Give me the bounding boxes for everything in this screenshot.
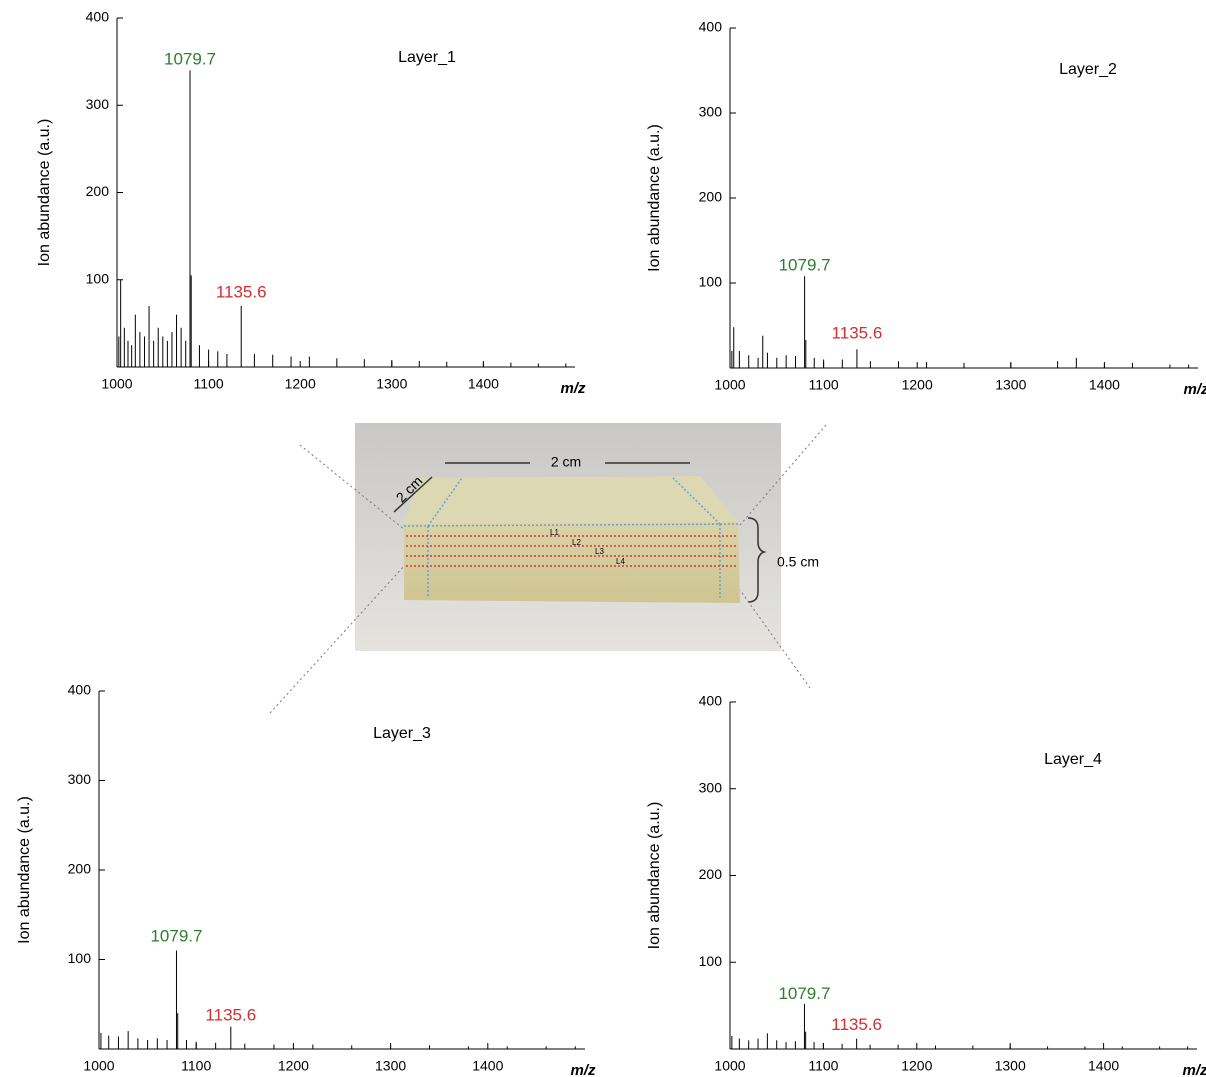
- y-tick-label: 100: [699, 274, 723, 290]
- x-tick-label: 1400: [1088, 1058, 1119, 1074]
- cut-line: [671, 476, 721, 525]
- x-tick-label: 1000: [101, 376, 132, 392]
- y-tick-label: 400: [699, 693, 723, 709]
- x-axis-label: m/z: [1183, 381, 1206, 398]
- x-tick-label: 1200: [278, 1058, 309, 1074]
- y-tick-label: 400: [68, 682, 92, 698]
- chart-title: Layer_1: [398, 49, 456, 66]
- layer-label: L2: [572, 538, 581, 547]
- connector: [269, 564, 406, 714]
- x-tick-label: 1000: [714, 377, 745, 393]
- x-axis-label: m/z: [560, 380, 586, 397]
- x-tick-label: 1000: [83, 1058, 114, 1074]
- layer-label: L1: [550, 528, 559, 537]
- peak-annotation: 1079.7: [164, 49, 216, 68]
- y-axis-label: Ion abundance (a.u.): [36, 119, 53, 267]
- y-tick-label: 200: [699, 866, 723, 882]
- x-tick-label: 1100: [808, 1058, 838, 1074]
- peak-annotation: 1135.6: [216, 282, 267, 301]
- y-tick-label: 300: [699, 104, 723, 120]
- x-tick-label: 1400: [468, 376, 499, 392]
- x-tick-label: 1400: [472, 1058, 503, 1074]
- block-front: [404, 522, 740, 603]
- height-label: 0.5 cm: [777, 554, 819, 570]
- x-axis-label: m/z: [570, 1062, 596, 1077]
- y-tick-label: 200: [699, 189, 723, 205]
- y-axis-label: Ion abundance (a.u.): [646, 124, 663, 272]
- x-tick-label: 1100: [194, 376, 224, 392]
- brace: [747, 517, 767, 603]
- y-tick-label: 300: [86, 96, 110, 112]
- peak-annotation: 1079.7: [779, 255, 831, 274]
- y-tick-label: 300: [699, 779, 723, 795]
- y-tick-label: 100: [68, 950, 92, 966]
- y-axis-label: Ion abundance (a.u.): [16, 796, 33, 944]
- x-tick-label: 1400: [1089, 377, 1120, 393]
- y-axis-label: Ion abundance (a.u.): [646, 802, 663, 950]
- x-tick-label: 1200: [902, 377, 933, 393]
- peak-annotation: 1135.6: [831, 1015, 882, 1034]
- y-tick-label: 300: [68, 771, 92, 787]
- block-top: [404, 476, 738, 524]
- peak-annotation: 1135.6: [832, 323, 883, 342]
- dimension-line: [393, 476, 433, 513]
- cut-line: [427, 477, 463, 527]
- y-tick-label: 400: [86, 9, 110, 25]
- y-tick-label: 200: [86, 183, 110, 199]
- x-tick-label: 1200: [901, 1058, 932, 1074]
- peak-annotation: 1079.7: [150, 927, 202, 946]
- x-tick-label: 1100: [809, 377, 839, 393]
- x-axis-label: m/z: [1182, 1062, 1206, 1077]
- layer-label: L3: [595, 547, 604, 556]
- layer-label: L4: [616, 557, 625, 566]
- y-tick-label: 100: [86, 270, 110, 286]
- x-tick-label: 1300: [995, 1058, 1026, 1074]
- width-label: 2 cm: [551, 454, 581, 470]
- photo: 2 cm 2 cm 0.5 cm L1 L2 L3 L4: [355, 423, 819, 651]
- connector: [739, 589, 811, 689]
- chart-title: Layer_4: [1044, 751, 1102, 768]
- x-tick-label: 1300: [995, 377, 1026, 393]
- x-tick-label: 1000: [714, 1058, 745, 1074]
- x-tick-label: 1100: [181, 1058, 211, 1074]
- chart-title: Layer_3: [373, 725, 431, 742]
- x-tick-label: 1300: [376, 376, 407, 392]
- y-tick-label: 200: [68, 861, 92, 877]
- x-tick-label: 1300: [375, 1058, 406, 1074]
- chart-title: Layer_2: [1059, 61, 1117, 78]
- y-tick-label: 400: [699, 19, 723, 35]
- peak-annotation: 1079.7: [778, 984, 830, 1003]
- x-tick-label: 1200: [285, 376, 316, 392]
- y-tick-label: 100: [699, 953, 723, 969]
- connector: [739, 424, 827, 526]
- peak-annotation: 1135.6: [205, 1005, 256, 1024]
